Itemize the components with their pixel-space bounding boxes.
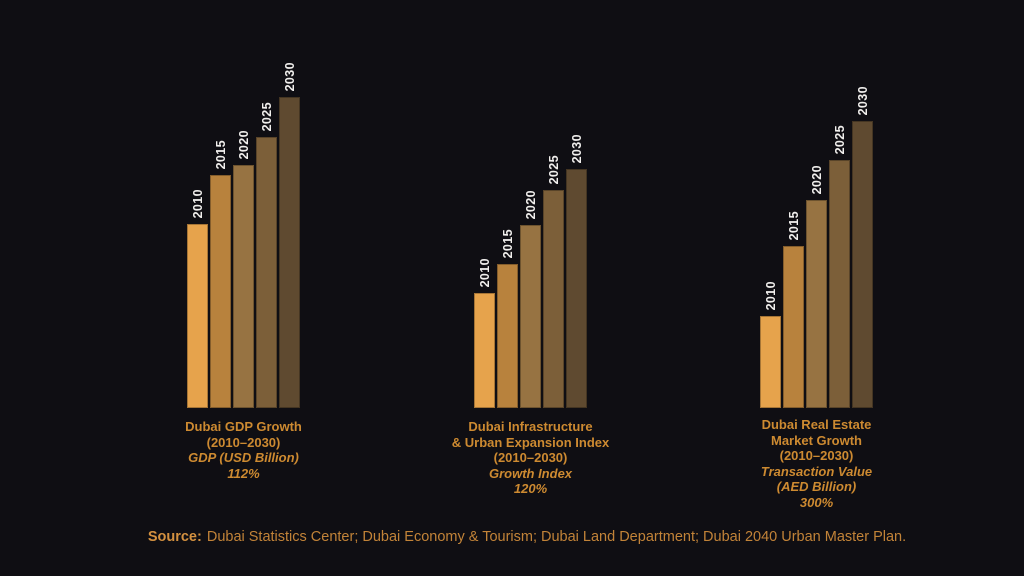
chart-title-line: (2010–2030) [779,448,854,463]
chart-subtitle-line: 112% [227,465,260,481]
bar-2015 [210,175,231,408]
bar-2030 [279,97,300,408]
chart-title-line: & Urban Expansion Index [451,434,610,450]
chart-subtitle-line: GDP (USD Billion) [188,450,299,465]
source-note: Source: Dubai Statistics Center; Dubai Ec… [0,529,1024,545]
year-label-2010: 2010 [190,188,205,218]
year-label-2020: 2020 [809,164,824,194]
bar-2025 [543,190,564,408]
chart-title-line: Dubai Real Estate [761,417,872,432]
bar-2015 [783,246,804,408]
year-label-2015: 2015 [500,228,515,258]
chart-subtitle-line: Transaction Value [760,463,873,479]
source-text: Dubai Statistics Center; Dubai Economy &… [206,529,907,545]
chart-title-line: (2010–2030) [493,450,568,465]
year-label-2015: 2015 [786,210,801,240]
chart-subtitle-line: Growth Index [488,465,573,481]
year-label-2030: 2030 [282,61,297,91]
source-label: Source: [147,529,202,545]
bar-2010 [187,224,208,408]
chart-title-line: Market Growth [770,432,862,448]
bar-2020 [806,200,827,408]
chart-title-line: Dubai GDP Growth [185,419,302,434]
chart-title-line: Dubai Infrastructure [468,419,593,434]
bar-2020 [233,165,254,408]
year-label-2015: 2015 [213,139,228,169]
bar-2030 [566,169,587,408]
year-label-2030: 2030 [855,85,870,115]
chart-subtitle-line: 120% [513,481,548,496]
chart-title-dubai-gdp-growth: Dubai GDP Growth (2010–2030) GDP (USD Bill… [114,419,374,481]
year-label-2020: 2020 [523,189,538,219]
bar-2010 [474,293,495,408]
year-label-2025: 2025 [832,124,847,154]
bar-2025 [829,160,850,408]
year-label-2010: 2010 [477,257,492,287]
chart-title-dubai-infrastructure-urban-expansion-index: Dubai Infrastructure & Urban Expansion In… [401,419,661,497]
bar-2010 [760,316,781,408]
year-label-2020: 2020 [236,129,251,159]
bar-2015 [497,264,518,408]
chart-subtitle-line: (AED Billion) [776,479,857,494]
bar-2025 [256,137,277,408]
bar-2020 [520,225,541,408]
chart-title-dubai-real-estate-market-growth: Dubai Real Estate Market Growth (2010–2030… [687,417,947,510]
year-label-2025: 2025 [259,101,274,131]
year-label-2010: 2010 [763,280,778,310]
chart-title-line: (2010–2030) [206,434,281,450]
year-label-2030: 2030 [569,133,584,163]
year-label-2025: 2025 [546,154,561,184]
bar-2030 [852,121,873,408]
chart-subtitle-line: 300% [799,494,834,510]
